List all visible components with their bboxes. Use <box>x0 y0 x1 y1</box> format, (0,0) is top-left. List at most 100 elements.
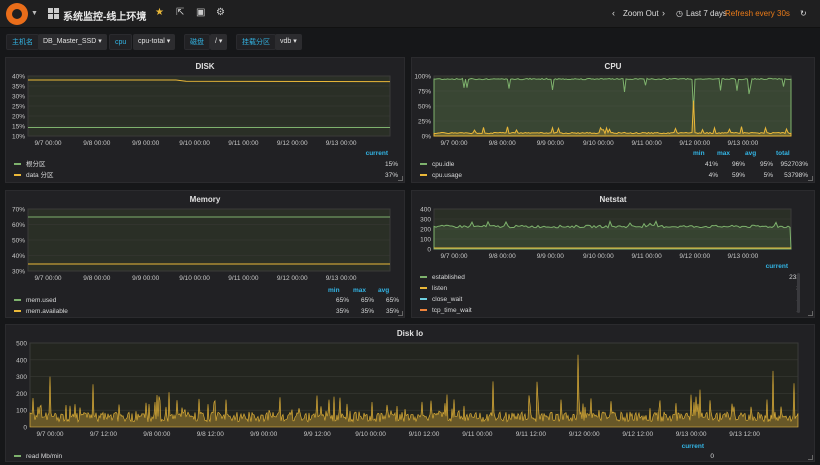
caret-down-icon[interactable]: ▼ <box>31 10 38 17</box>
var-label-cpu: cpu <box>109 34 133 50</box>
cpu-series-usage <box>433 100 792 137</box>
disk-panel: DISK 40% 35% 30% 25% 20% 15% 10% 9/7 00:00 9/8 0… <box>5 57 405 183</box>
var-dropdown-cpu[interactable]: cpu-total ▾ <box>133 34 176 50</box>
disk-panel-title[interactable]: DISK <box>195 62 215 71</box>
disk-legend-item[interactable]: data 分区 37% <box>14 171 398 181</box>
cpu-y-tick: 0% <box>422 134 432 141</box>
disk-x-tick: 9/8 00:00 <box>83 140 110 147</box>
netstat-legend-item[interactable]: listen3 <box>420 284 800 294</box>
title-caret-icon[interactable]: ▼ <box>138 11 145 18</box>
memory-x-tick: 9/13 00:00 <box>326 275 357 282</box>
cpu-y-tick: 75% <box>418 89 431 96</box>
netstat-legend-item[interactable]: close_wait1 <box>420 295 800 305</box>
memory-y-tick: 50% <box>12 238 25 245</box>
diskio-legend-item[interactable]: read Mb/min 0 <box>14 452 714 462</box>
cpu-chart: 100% 75% 50% 25% 0% 9/7 00:00 9/8 00:00 9/9 00:… <box>414 74 792 147</box>
settings-gear-icon[interactable]: ⚙ <box>216 7 225 18</box>
time-forward-icon[interactable]: › <box>662 8 665 18</box>
netstat-y-tick: 400 <box>420 207 431 214</box>
cpu-x-tick: 9/11 00:00 <box>631 140 662 147</box>
disk-y-tick: 35% <box>12 84 25 91</box>
diskio-y-tick: 500 <box>16 341 27 348</box>
cpu-legend-item[interactable]: cpu.usage 4% 59% 5% 53798% <box>420 171 808 181</box>
diskio-chart: 500 400 300 200 100 0 9/7 00:00 9/7 12:00 9/8 00… <box>16 341 799 438</box>
memory-x-tick: 9/7 00:00 <box>34 275 61 282</box>
diskio-x-tick: 9/10 00:00 <box>355 431 386 438</box>
panel-resize-handle[interactable] <box>398 311 403 316</box>
cpu-legend-header-min: min <box>693 150 705 157</box>
cpu-legend-header-total: total <box>776 150 790 157</box>
diskio-y-tick: 100 <box>16 408 27 415</box>
disk-x-tick: 9/12 00:00 <box>277 140 308 147</box>
diskio-x-tick: 9/13 12:00 <box>729 431 760 438</box>
disk-x-tick: 9/10 00:00 <box>179 140 210 147</box>
netstat-x-tick: 9/9 00:00 <box>537 253 564 260</box>
memory-legend-item[interactable]: mem.used 65% 65% 65% <box>14 296 399 306</box>
netstat-y-tick: 0 <box>427 247 431 254</box>
panel-resize-handle[interactable] <box>808 455 813 460</box>
netstat-legend-scrollbar[interactable] <box>797 273 800 313</box>
diskio-x-tick: 9/12 00:00 <box>569 431 600 438</box>
netstat-chart: 400 300 200 100 0 9/7 00:00 9/8 00:00 9/9 00:00… <box>420 207 792 260</box>
disk-y-tick: 10% <box>12 134 25 141</box>
diskio-series-read <box>29 354 799 428</box>
disk-legend-item[interactable]: 根分区 15% <box>14 160 398 170</box>
diskio-y-tick: 0 <box>23 425 27 432</box>
cpu-x-tick: 9/13 00:00 <box>727 140 758 147</box>
grafana-logo-icon[interactable] <box>6 3 28 25</box>
time-range-picker[interactable]: Last 7 days <box>686 9 727 18</box>
disk-chart: 40% 35% 30% 25% 20% 15% 10% 9/7 00:00 9/8 00:00 9… <box>12 74 391 147</box>
memory-legend-item[interactable]: mem.available 35% 35% 35% <box>14 307 399 317</box>
clock-icon: ◷ <box>676 9 683 18</box>
netstat-y-tick: 100 <box>420 237 431 244</box>
memory-x-tick: 9/10 00:00 <box>179 275 210 282</box>
memory-chart: 70% 60% 50% 40% 30% 9/7 00:00 9/8 00:00 9/9 00:… <box>12 207 391 282</box>
save-icon[interactable]: ▣ <box>196 7 206 18</box>
diskio-x-tick: 9/8 12:00 <box>197 431 224 438</box>
zoom-out-button[interactable]: Zoom Out <box>623 9 659 18</box>
var-label-disk: 磁盘 <box>184 34 210 50</box>
panel-resize-handle[interactable] <box>808 176 813 181</box>
memory-y-tick: 60% <box>12 222 25 229</box>
cpu-panel-title[interactable]: CPU <box>604 62 622 71</box>
disk-x-tick: 9/7 00:00 <box>34 140 61 147</box>
netstat-panel: Netstat 400 300 200 100 0 9/7 00:00 9/8 00:00 9… <box>411 190 815 318</box>
diskio-x-tick: 9/12 12:00 <box>622 431 653 438</box>
panel-resize-handle[interactable] <box>808 311 813 316</box>
cpu-y-tick: 25% <box>418 119 431 126</box>
cpu-legend-header-avg: avg <box>745 150 757 157</box>
cpu-y-tick: 100% <box>414 74 431 81</box>
share-icon[interactable]: ⇱ <box>176 7 185 18</box>
time-back-icon[interactable]: ‹ <box>612 8 615 18</box>
netstat-legend-item[interactable]: tcp_time_wait1 <box>420 306 800 316</box>
refresh-icon[interactable]: ↻ <box>800 9 807 18</box>
cpu-legend-item[interactable]: cpu.idle 41% 96% 95% 952703% <box>420 160 808 170</box>
cpu-legend-header-max: max <box>717 150 731 157</box>
memory-y-tick: 40% <box>12 253 25 260</box>
cpu-x-tick: 9/9 00:00 <box>537 140 564 147</box>
var-label-hostname: 主机名 <box>6 34 39 50</box>
var-dropdown-mount[interactable]: vdb ▾ <box>275 34 302 50</box>
disk-x-tick: 9/9 00:00 <box>132 140 159 147</box>
dashboard-grid-icon[interactable] <box>48 8 59 19</box>
diskio-panel-title[interactable]: Disk Io <box>396 329 424 338</box>
netstat-legend-item[interactable]: established 233 <box>420 273 800 283</box>
netstat-panel-title[interactable]: Netstat <box>599 195 627 204</box>
star-icon[interactable]: ★ <box>155 7 164 18</box>
memory-panel-title[interactable]: Memory <box>189 195 221 204</box>
diskio-x-tick: 9/7 12:00 <box>90 431 117 438</box>
disk-series-data <box>28 79 391 83</box>
cpu-x-tick: 9/7 00:00 <box>440 140 467 147</box>
cpu-y-tick: 50% <box>418 104 431 111</box>
memory-legend-header-min: min <box>328 287 340 294</box>
panel-resize-handle[interactable] <box>398 176 403 181</box>
cpu-x-tick: 9/12 00:00 <box>679 140 710 147</box>
memory-y-tick: 30% <box>12 269 25 276</box>
var-dropdown-hostname[interactable]: DB_Master_SSD ▾ <box>38 34 107 50</box>
netstat-x-tick: 9/12 00:00 <box>679 253 710 260</box>
refresh-interval[interactable]: Refresh every 30s <box>725 9 790 18</box>
diskio-legend-header: current <box>681 443 704 450</box>
cpu-series-idle <box>433 77 792 137</box>
dashboard-title[interactable]: 系统监控-线上环境 <box>63 12 147 23</box>
var-dropdown-disk[interactable]: / ▾ <box>210 34 228 50</box>
